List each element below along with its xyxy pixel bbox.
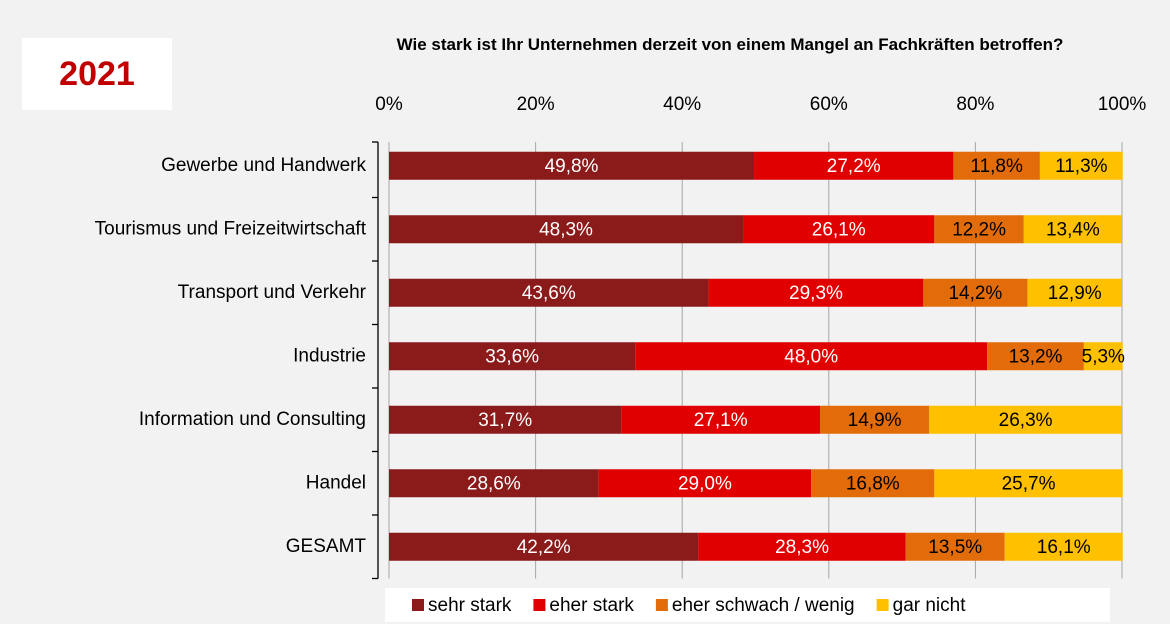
bar-segment xyxy=(621,405,821,434)
bar-segment xyxy=(929,405,1122,434)
data-label: 13,2% xyxy=(1009,346,1063,367)
legend-label: eher schwach / wenig xyxy=(672,595,855,616)
legend-swatch xyxy=(533,599,546,611)
data-label: 29,3% xyxy=(789,283,843,304)
bar-segment xyxy=(934,215,1024,244)
data-label: 33,6% xyxy=(485,346,539,367)
year-badge: 2021 xyxy=(22,38,172,110)
y-tick-label: Information und Consulting xyxy=(139,409,366,430)
legend-swatch xyxy=(412,599,424,611)
bar-segment xyxy=(389,215,744,244)
legend-label: sehr stark xyxy=(428,595,512,616)
data-label: 26,3% xyxy=(999,410,1053,431)
data-label: 12,2% xyxy=(952,219,1006,240)
data-label: 25,7% xyxy=(1002,473,1056,494)
y-tick-label: GESAMT xyxy=(286,536,367,557)
data-label: 28,6% xyxy=(467,473,521,494)
bar-segment xyxy=(923,278,1028,307)
data-label: 11,8% xyxy=(970,156,1023,177)
data-label: 43,6% xyxy=(522,283,576,304)
data-label: 14,2% xyxy=(948,283,1002,304)
bar-segment xyxy=(820,405,930,434)
y-tick-label: Tourismus und Freizeitwirtschaft xyxy=(95,218,367,239)
bar-segment xyxy=(743,215,935,244)
chart-title: Wie stark ist Ihr Unternehmen derzeit vo… xyxy=(396,35,1064,54)
bar-segment xyxy=(953,151,1040,180)
bar-segment xyxy=(635,342,988,371)
bar-segment xyxy=(1027,278,1122,307)
y-tick-label: Gewerbe und Handwerk xyxy=(161,155,366,176)
legend-swatch xyxy=(655,599,668,611)
x-tick-label: 100% xyxy=(1098,94,1147,115)
legend-label: eher stark xyxy=(549,595,634,616)
bar-segment xyxy=(1039,151,1123,180)
y-tick-label: Transport und Verkehr xyxy=(178,282,367,303)
y-tick-label: Industrie xyxy=(293,345,366,366)
bar-segment xyxy=(389,405,622,434)
x-tick-label: 20% xyxy=(517,94,555,115)
bar-segment xyxy=(708,278,924,307)
bar-segment xyxy=(1083,342,1123,371)
bar-segment xyxy=(389,532,699,561)
x-tick-label: 40% xyxy=(663,94,701,115)
bar-segment xyxy=(389,278,709,307)
data-label: 14,9% xyxy=(848,410,902,431)
data-label: 31,7% xyxy=(478,410,532,431)
bar-segment xyxy=(905,532,1005,561)
legend-label: gar nicht xyxy=(893,595,967,616)
x-tick-label: 80% xyxy=(956,94,994,115)
bar-segment xyxy=(754,151,954,180)
bar-segment xyxy=(698,532,906,561)
bar-segment xyxy=(1004,532,1123,561)
data-label: 16,1% xyxy=(1037,537,1091,558)
data-label: 28,3% xyxy=(775,537,829,558)
data-label: 16,8% xyxy=(846,473,900,494)
bar-segment xyxy=(811,469,935,498)
data-label: 29,0% xyxy=(678,473,732,494)
data-label: 5,3% xyxy=(1082,346,1125,367)
bar-segment xyxy=(934,469,1123,498)
data-label: 11,3% xyxy=(1055,156,1108,177)
bar-segment xyxy=(389,151,755,180)
bar-segment xyxy=(1023,215,1122,244)
data-label: 12,9% xyxy=(1048,283,1102,304)
data-label: 27,2% xyxy=(827,156,881,177)
data-label: 48,3% xyxy=(539,219,593,240)
x-tick-label: 60% xyxy=(810,94,848,115)
bar-segment xyxy=(598,469,812,498)
data-label: 27,1% xyxy=(694,410,748,431)
legend-swatch xyxy=(876,599,889,611)
data-label: 26,1% xyxy=(812,219,866,240)
y-tick-label: Handel xyxy=(306,472,366,493)
x-tick-label: 0% xyxy=(375,94,403,115)
data-label: 13,5% xyxy=(928,537,982,558)
bar-segment xyxy=(389,469,599,498)
bar-segment xyxy=(389,342,636,371)
bar-segment xyxy=(987,342,1084,371)
data-label: 42,2% xyxy=(517,537,571,558)
data-label: 49,8% xyxy=(545,156,599,177)
data-label: 13,4% xyxy=(1046,219,1100,240)
data-label: 48,0% xyxy=(784,346,838,367)
legend-box xyxy=(385,588,1110,622)
